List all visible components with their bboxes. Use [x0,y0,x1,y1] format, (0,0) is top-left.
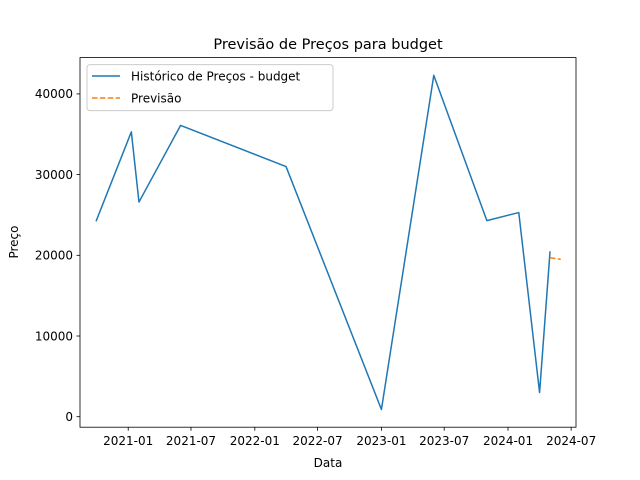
x-tick-label: 2024-07 [546,434,596,448]
x-axis-label: Data [314,456,343,470]
x-tick-label: 2023-01 [356,434,406,448]
x-tick-label: 2021-07 [166,434,216,448]
chart-title: Previsão de Preços para budget [213,37,443,53]
plot-frame [79,57,577,428]
series-line-1 [549,256,561,261]
series-layer [95,74,561,411]
legend-label-previsao: Previsão [131,92,181,106]
x-tick-label: 2022-01 [230,434,280,448]
x-tick-label: 2024-01 [483,434,533,448]
x-tick-label: 2022-07 [293,434,343,448]
y-tick-label: 20000 [35,249,73,263]
series-line-0 [95,74,551,411]
y-tick-label: 0 [65,410,73,424]
x-tick-label: 2023-07 [419,434,469,448]
y-axis-label: Preço [7,225,21,258]
legend: Histórico de Preços - budget Previsão [86,64,334,112]
x-axis: 2021-01 2021-07 2022-01 2022-07 2023-01 2023-… [103,427,596,448]
legend-label-historico: Histórico de Preços - budget [131,70,301,84]
y-tick-label: 30000 [35,168,73,182]
y-tick-label: 40000 [35,87,73,101]
y-tick-label: 10000 [35,329,73,343]
y-axis: 0 10000 20000 30000 40000 [35,87,80,424]
legend-box [86,64,334,112]
x-tick-label: 2021-01 [103,434,153,448]
